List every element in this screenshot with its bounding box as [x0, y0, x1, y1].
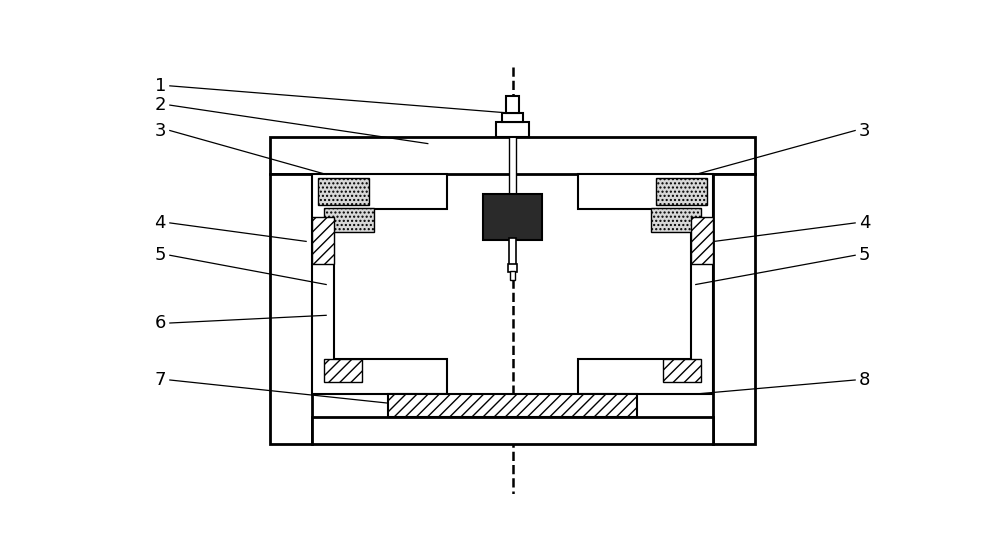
Polygon shape	[312, 174, 447, 394]
Text: 8: 8	[859, 371, 870, 389]
Text: 3: 3	[859, 122, 870, 139]
Text: 1: 1	[155, 77, 166, 95]
Bar	[388, 394, 637, 417]
Text: 6: 6	[155, 314, 166, 332]
Bar	[509, 136, 516, 194]
Bar	[483, 194, 542, 240]
Bar	[691, 217, 713, 265]
Bar	[324, 208, 374, 232]
Bar	[656, 178, 707, 205]
Text: 4: 4	[859, 214, 870, 232]
Bar	[510, 271, 515, 280]
Bar	[502, 113, 523, 122]
Bar	[312, 417, 713, 444]
Bar	[508, 265, 517, 272]
Bar	[270, 174, 312, 444]
Bar	[496, 122, 529, 138]
Bar	[663, 359, 701, 382]
Bar	[312, 217, 334, 265]
Bar	[270, 138, 755, 174]
Text: 2: 2	[154, 96, 166, 114]
Bar	[324, 359, 362, 382]
Polygon shape	[578, 174, 713, 394]
Text: 7: 7	[154, 371, 166, 389]
Bar	[509, 238, 516, 267]
Bar	[713, 174, 755, 444]
Text: 4: 4	[154, 214, 166, 232]
Text: 3: 3	[154, 122, 166, 139]
Bar	[506, 96, 519, 113]
Bar	[651, 208, 701, 232]
Bar	[318, 178, 369, 205]
Text: 5: 5	[859, 246, 870, 264]
Text: 5: 5	[154, 246, 166, 264]
